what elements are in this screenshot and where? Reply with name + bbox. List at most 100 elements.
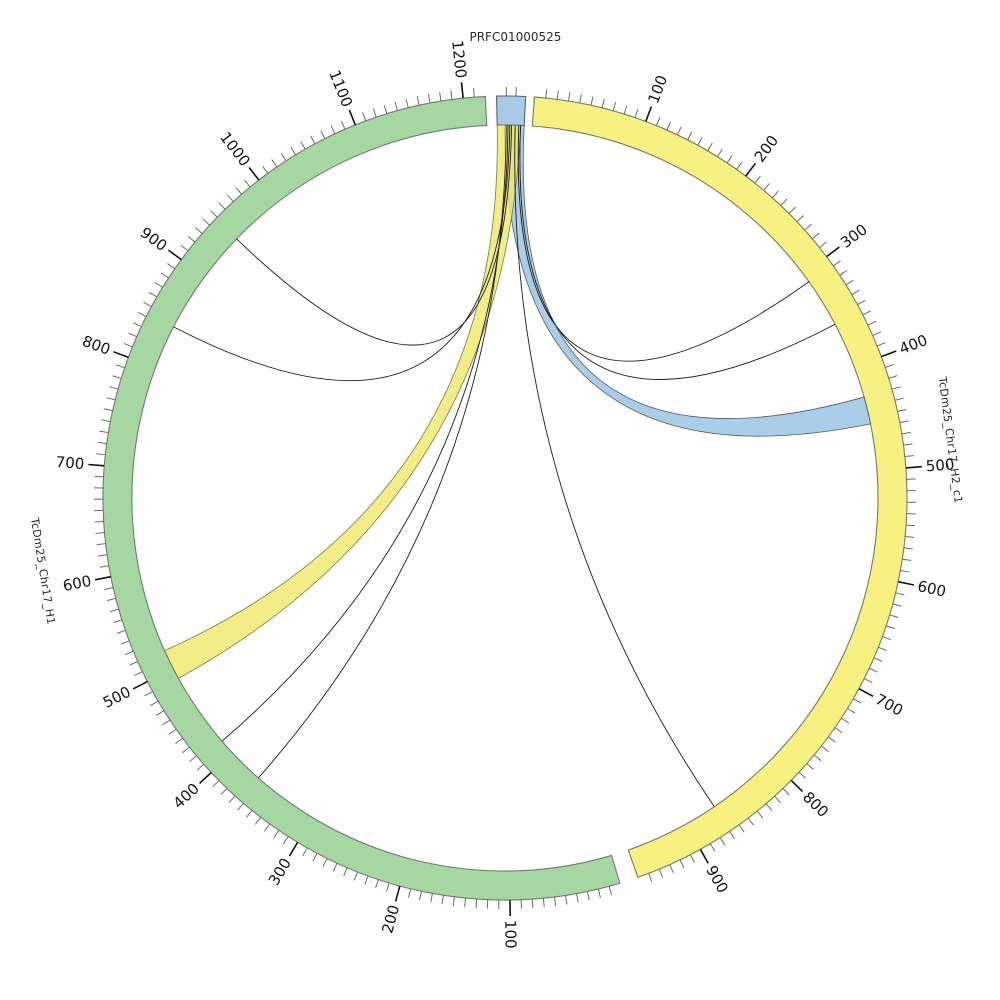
minor-tick [697,137,703,146]
minor-tick [774,795,782,804]
minor-tick [364,875,369,885]
minor-tick [441,895,444,905]
minor-tick [804,223,812,231]
minor-tick [189,755,197,762]
minor-tick [648,873,653,883]
minor-tick [903,547,913,550]
minor-tick [568,92,571,102]
minor-tick [237,802,244,811]
minor-tick [143,301,152,308]
minor-tick [565,895,568,905]
minor-tick [899,420,909,424]
minor-tick [144,690,153,697]
sector-label-h2: TcDm25_Chr17_H2_c1 [935,375,964,504]
minor-tick [669,864,674,874]
minor-tick [796,215,804,223]
tick-label: 800 [80,332,113,359]
minor-tick [772,190,779,199]
minor-tick [612,102,617,111]
minor-tick [709,843,716,852]
sector-arc-h1 [102,95,621,901]
minor-tick [873,657,883,662]
major-tick [113,350,129,359]
minor-tick [904,455,914,458]
minor-tick [312,853,318,862]
minor-tick [885,363,894,368]
minor-tick [427,94,431,104]
minor-tick [280,152,287,162]
minor-tick [372,108,377,118]
minor-tick [666,121,672,131]
minor-tick [900,569,910,573]
minor-tick [888,375,898,379]
minor-tick [182,746,190,754]
minor-tick [212,780,220,788]
minor-tick [903,443,913,446]
minor-tick [819,241,827,249]
minor-tick [113,619,123,624]
minor-tick [882,636,891,641]
minor-tick [754,175,761,184]
minor-tick [863,678,873,684]
major-tick [94,575,111,581]
major-tick [699,848,709,864]
minor-tick [362,112,367,122]
minor-tick [658,869,664,878]
minor-tick [542,898,545,908]
sector-label-h1: TcDm25_Chr17_H1 [28,516,58,626]
minor-tick [847,708,856,714]
minor-tick [827,736,836,743]
minor-tick [851,289,860,296]
major-tick [898,580,915,586]
major-tick [348,109,357,126]
minor-tick [134,671,143,676]
minor-tick [407,888,412,898]
minor-tick [340,120,346,130]
major-tick [905,465,922,469]
minor-tick [687,131,693,141]
minor-tick [867,320,877,326]
minor-tick [895,592,905,596]
minor-tick [905,535,915,538]
minor-tick [332,863,338,872]
minor-tick [894,397,904,401]
tick-label: 800 [799,788,832,821]
minor-tick [531,899,534,909]
minor-tick [254,817,262,825]
tick-label: 400 [170,780,203,813]
line-link-h2 [519,125,836,380]
minor-tick [601,99,605,109]
minor-tick [150,700,159,707]
minor-tick [834,727,843,734]
major-tick [394,885,401,902]
minor-tick [124,650,134,656]
minor-tick [109,386,119,390]
minor-tick [95,532,105,534]
major-tick [645,106,653,122]
minor-tick [96,543,106,546]
minor-tick [220,787,228,796]
minor-tick [832,260,841,267]
minor-tick [416,96,420,106]
minor-tick [891,386,901,390]
sector-arc-h2 [531,96,908,879]
minor-tick [235,187,243,195]
minor-tick [726,155,733,164]
minor-tick [872,331,882,336]
minor-tick [290,146,297,156]
minor-tick [96,453,106,456]
line-link-h2 [514,125,715,807]
minor-tick [106,397,116,401]
minor-tick [719,837,726,846]
minor-tick [430,893,433,903]
minor-tick [798,771,806,779]
tick-label: 400 [897,331,930,358]
major-tick [881,350,897,358]
minor-tick [419,891,422,901]
tick-label: 300 [265,855,295,889]
major-tick [248,166,260,181]
minor-tick [271,159,278,168]
tick-label: 500 [100,683,134,712]
minor-tick [129,661,138,666]
tick-label: 900 [137,224,171,255]
